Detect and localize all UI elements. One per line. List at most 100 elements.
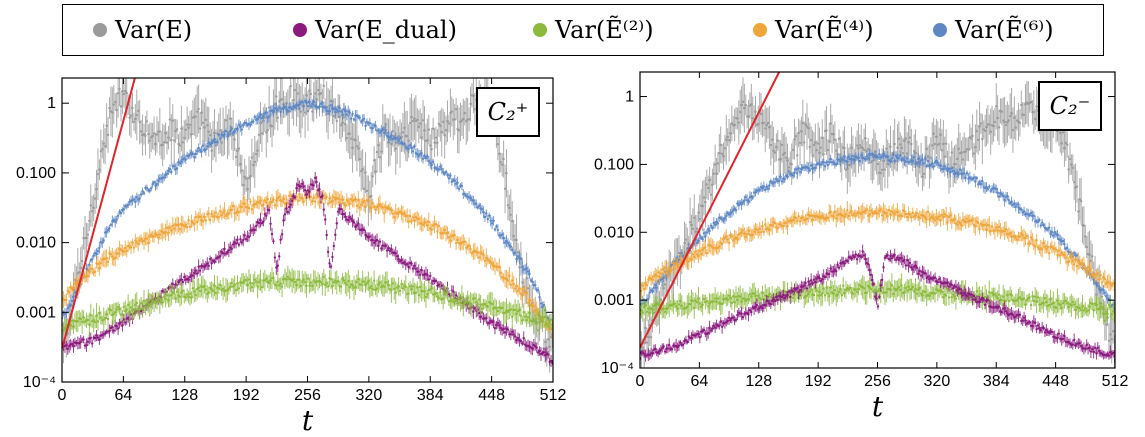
data-point <box>705 231 708 234</box>
data-point <box>684 238 688 241</box>
data-point <box>203 265 206 269</box>
data-point <box>940 149 944 152</box>
data-point <box>211 289 215 293</box>
data-point <box>332 281 336 284</box>
data-point <box>864 137 867 140</box>
data-point <box>470 304 474 307</box>
data-point <box>772 149 775 152</box>
data-point <box>332 244 336 248</box>
data-point <box>725 235 728 238</box>
data-point <box>91 342 94 345</box>
data-point <box>184 128 187 131</box>
data-point <box>701 204 704 208</box>
data-point <box>542 350 546 354</box>
data-point <box>390 142 393 146</box>
data-point <box>886 162 889 166</box>
data-point <box>72 295 75 298</box>
data-point <box>243 202 246 206</box>
data-point <box>771 138 774 141</box>
data-point <box>536 313 540 316</box>
data-point <box>217 287 220 290</box>
data-point <box>889 159 892 163</box>
data-point <box>925 164 928 168</box>
data-point <box>403 212 406 215</box>
data-point <box>822 160 825 164</box>
data-point <box>194 152 197 156</box>
data-point <box>1003 199 1006 202</box>
data-point <box>102 318 105 321</box>
data-point <box>354 198 357 201</box>
data-point <box>137 109 140 113</box>
data-point <box>135 241 139 244</box>
data-point <box>385 281 389 284</box>
data-point <box>656 271 660 274</box>
data-point <box>429 274 432 278</box>
data-point <box>899 154 902 157</box>
data-point <box>249 200 252 203</box>
data-point <box>421 119 425 122</box>
data-point <box>204 288 208 291</box>
data-point <box>280 200 284 203</box>
data-point <box>513 251 517 255</box>
data-point <box>276 264 279 267</box>
data-point <box>787 166 791 169</box>
data-point <box>252 120 255 123</box>
data-point <box>190 296 193 299</box>
data-point <box>302 200 305 203</box>
data-point <box>768 184 771 187</box>
data-point <box>354 286 357 289</box>
data-point <box>995 187 998 191</box>
data-point <box>149 233 153 237</box>
data-point <box>103 316 107 320</box>
data-point <box>197 265 200 268</box>
data-point <box>254 203 258 206</box>
data-point <box>508 244 511 247</box>
data-point <box>421 157 425 161</box>
data-point <box>1060 142 1063 145</box>
data-point <box>992 124 995 128</box>
data-point <box>861 147 864 150</box>
data-point <box>121 89 124 93</box>
data-point <box>783 178 786 181</box>
data-point <box>85 236 88 240</box>
data-point <box>730 235 734 238</box>
data-point <box>950 167 953 170</box>
data-point <box>482 210 485 214</box>
data-point <box>486 217 489 221</box>
data-point <box>839 153 842 156</box>
data-point <box>814 166 817 169</box>
data-point <box>655 274 658 278</box>
data-point <box>897 157 901 160</box>
data-point <box>112 103 115 106</box>
data-point <box>818 151 821 154</box>
data-point <box>263 116 267 120</box>
data-point <box>112 218 115 222</box>
data-point <box>220 141 223 144</box>
data-point <box>168 167 172 171</box>
data-point <box>512 282 515 286</box>
data-point <box>131 241 134 244</box>
data-point <box>98 338 101 341</box>
data-point <box>378 240 382 243</box>
data-point <box>407 139 410 143</box>
data-point <box>472 310 475 313</box>
data-point <box>1107 339 1111 342</box>
data-point <box>1006 121 1009 124</box>
data-point <box>424 157 428 160</box>
data-point <box>335 222 338 225</box>
data-point <box>171 119 174 122</box>
data-point <box>979 182 983 186</box>
data-point <box>936 161 940 165</box>
data-point <box>230 208 233 212</box>
data-point <box>814 141 817 144</box>
data-point <box>935 159 938 163</box>
data-point <box>385 249 389 252</box>
data-point <box>239 238 242 241</box>
data-point <box>900 146 903 150</box>
data-point <box>170 170 173 174</box>
data-point <box>1110 338 1113 341</box>
data-point <box>496 321 500 325</box>
data-point <box>207 264 210 267</box>
data-point <box>108 329 111 333</box>
data-point <box>549 318 553 321</box>
